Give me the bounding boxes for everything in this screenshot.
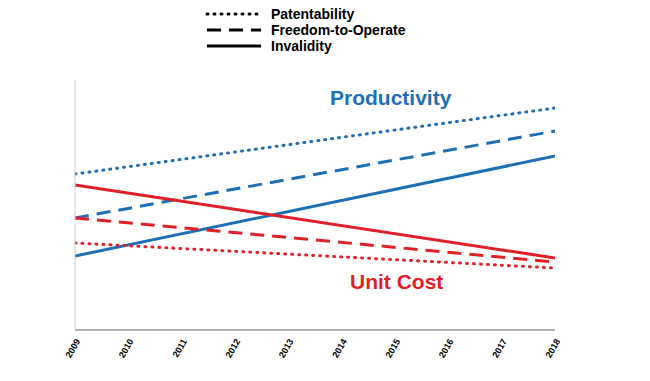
html-text:Productivity: Productivity (330, 86, 452, 109)
svg-text:2010: 2010 (117, 337, 136, 359)
html-text:Invalidity: Invalidity (271, 38, 332, 54)
html-text:Patentability: Patentability (271, 6, 355, 22)
svg-text:2018: 2018 (544, 337, 563, 359)
html-text:Freedom-to-Operate: Freedom-to-Operate (271, 22, 406, 38)
svg-text:2016: 2016 (437, 337, 456, 359)
html-text:Unit Cost: Unit Cost (350, 270, 444, 293)
svg-text:2012: 2012 (224, 337, 243, 359)
svg-text:2014: 2014 (330, 337, 349, 359)
svg-text:2011: 2011 (171, 337, 189, 359)
svg-text:2015: 2015 (384, 337, 403, 359)
svg-text:2013: 2013 (277, 337, 296, 359)
svg-text:2009: 2009 (64, 337, 83, 359)
svg-text:2017: 2017 (490, 337, 509, 359)
